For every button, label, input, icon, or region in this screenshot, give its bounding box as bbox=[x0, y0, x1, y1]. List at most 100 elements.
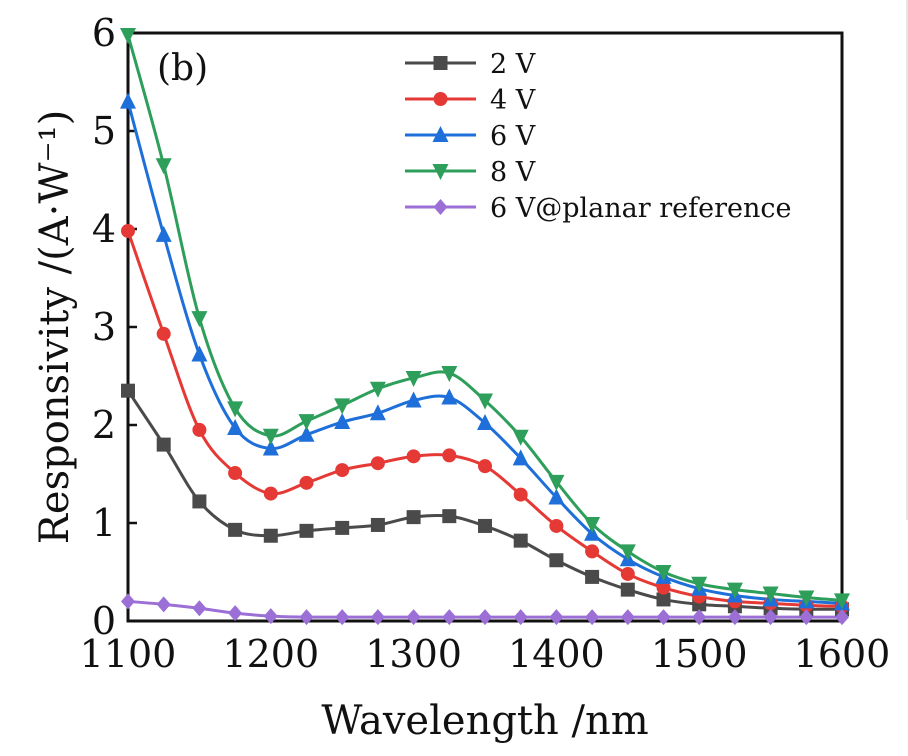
legend-label: 8 V bbox=[490, 157, 536, 188]
data-point bbox=[442, 448, 457, 463]
legend-label: 6 V@planar reference bbox=[490, 193, 791, 224]
data-point bbox=[406, 510, 421, 525]
data-point bbox=[299, 609, 314, 626]
x-tick-label: 1300 bbox=[365, 632, 462, 676]
data-point bbox=[763, 609, 778, 626]
y-tick-label: 5 bbox=[92, 109, 116, 153]
data-point bbox=[228, 605, 243, 622]
legend-marker bbox=[433, 56, 448, 70]
data-point bbox=[727, 609, 742, 626]
data-point bbox=[335, 520, 350, 535]
data-point bbox=[549, 553, 564, 568]
data-point bbox=[369, 404, 386, 421]
series-line-3 bbox=[126, 34, 843, 602]
legend-label: 6 V bbox=[490, 121, 536, 152]
data-point bbox=[656, 592, 671, 607]
data-point bbox=[477, 414, 493, 431]
data-point bbox=[585, 544, 600, 559]
data-point bbox=[299, 523, 314, 538]
data-point bbox=[370, 517, 385, 532]
data-point bbox=[121, 383, 135, 398]
data-point bbox=[263, 608, 278, 625]
x-axis-ticks: 1100 1200 1300 1400 1500 1600 bbox=[80, 612, 891, 676]
legend: 2 V 4 V 6 V 8 V 6 V@planar reference bbox=[405, 49, 791, 224]
data-point bbox=[835, 609, 849, 626]
data-point bbox=[370, 609, 385, 626]
data-point bbox=[655, 565, 672, 581]
data-point bbox=[334, 413, 351, 430]
data-point bbox=[262, 439, 279, 456]
data-point bbox=[156, 437, 171, 452]
legend-marker bbox=[433, 92, 448, 106]
data-point bbox=[478, 518, 492, 533]
data-point bbox=[441, 388, 458, 405]
x-tick-label: 1200 bbox=[222, 632, 319, 676]
x-tick-label: 1500 bbox=[651, 632, 748, 676]
data-point bbox=[620, 566, 635, 581]
data-point bbox=[585, 609, 600, 626]
data-point bbox=[620, 609, 635, 626]
series-line-2 bbox=[126, 101, 843, 605]
data-point bbox=[478, 609, 492, 626]
panel-label: (b) bbox=[157, 48, 208, 89]
data-point bbox=[548, 488, 565, 505]
data-point bbox=[406, 449, 421, 464]
data-point bbox=[477, 393, 493, 410]
data-point bbox=[548, 474, 565, 491]
data-point bbox=[726, 582, 743, 599]
data-point bbox=[370, 456, 385, 471]
data-point bbox=[405, 370, 422, 387]
data-point bbox=[120, 27, 136, 44]
data-point bbox=[192, 494, 207, 509]
data-point bbox=[156, 326, 171, 341]
data-point bbox=[227, 401, 244, 418]
data-point bbox=[762, 586, 779, 603]
y-tick-label: 2 bbox=[92, 403, 116, 447]
data-point bbox=[192, 600, 207, 617]
data-point bbox=[441, 366, 458, 383]
data-point bbox=[335, 463, 350, 478]
data-point bbox=[406, 609, 421, 626]
data-point bbox=[585, 569, 600, 584]
data-point bbox=[299, 475, 314, 490]
data-point bbox=[692, 609, 707, 626]
data-point bbox=[620, 582, 635, 597]
data-point bbox=[334, 398, 351, 415]
data-point bbox=[442, 509, 457, 524]
data-point bbox=[228, 466, 243, 481]
data-point bbox=[798, 590, 815, 607]
legend-marker bbox=[433, 199, 448, 215]
data-point bbox=[834, 593, 850, 610]
series-markers bbox=[120, 27, 850, 626]
data-point bbox=[442, 609, 457, 626]
y-tick-label: 4 bbox=[92, 207, 116, 251]
data-point bbox=[619, 544, 636, 561]
data-point bbox=[513, 487, 528, 502]
data-point bbox=[512, 429, 529, 446]
data-point bbox=[155, 225, 172, 242]
data-point bbox=[298, 425, 315, 442]
data-point bbox=[478, 459, 492, 474]
x-tick-label: 1400 bbox=[508, 632, 605, 676]
data-point bbox=[691, 576, 708, 593]
data-point bbox=[120, 92, 136, 109]
x-tick-label: 1600 bbox=[794, 632, 891, 676]
x-axis-title: Wavelength /nm bbox=[321, 698, 648, 744]
data-point bbox=[228, 522, 243, 537]
data-point bbox=[192, 422, 207, 437]
data-point bbox=[335, 609, 350, 626]
legend-label: 2 V bbox=[490, 49, 536, 80]
legend-marker bbox=[432, 164, 449, 180]
data-point bbox=[512, 449, 529, 466]
data-point bbox=[799, 609, 814, 626]
data-point bbox=[155, 158, 172, 175]
data-point bbox=[549, 609, 564, 626]
data-point bbox=[263, 528, 278, 543]
data-point bbox=[405, 391, 422, 408]
legend-label: 4 V bbox=[490, 85, 536, 116]
data-point bbox=[656, 580, 671, 595]
data-point bbox=[263, 486, 278, 501]
y-axis-title: Responsivity /(A·W⁻¹) bbox=[32, 110, 78, 544]
data-point bbox=[298, 414, 315, 431]
data-point bbox=[513, 609, 528, 626]
